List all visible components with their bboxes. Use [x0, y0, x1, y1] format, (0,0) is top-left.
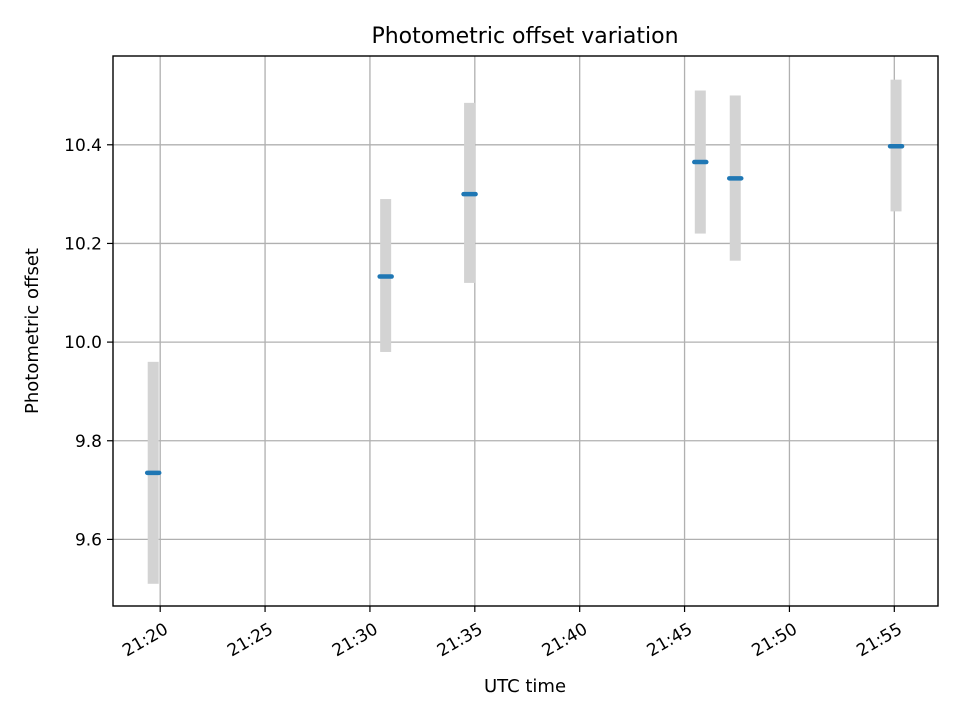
chart-title: Photometric offset variation: [371, 24, 678, 49]
y-axis-ticks: 9.6 9.8 10.0 10.2 10.4: [64, 136, 113, 550]
y-tick-label: 10.2: [64, 234, 102, 254]
grid-lines: [113, 56, 938, 606]
y-tick-label: 10.0: [64, 333, 102, 353]
y-tick-label: 10.4: [64, 136, 102, 156]
plot-frame: [112, 55, 939, 607]
y-tick-label: 9.8: [75, 432, 102, 452]
x-axis-label: UTC time: [484, 676, 566, 697]
data-points: [144, 144, 905, 476]
y-axis-label: Photometric offset: [22, 248, 43, 414]
y-tick-label: 9.6: [75, 530, 102, 550]
